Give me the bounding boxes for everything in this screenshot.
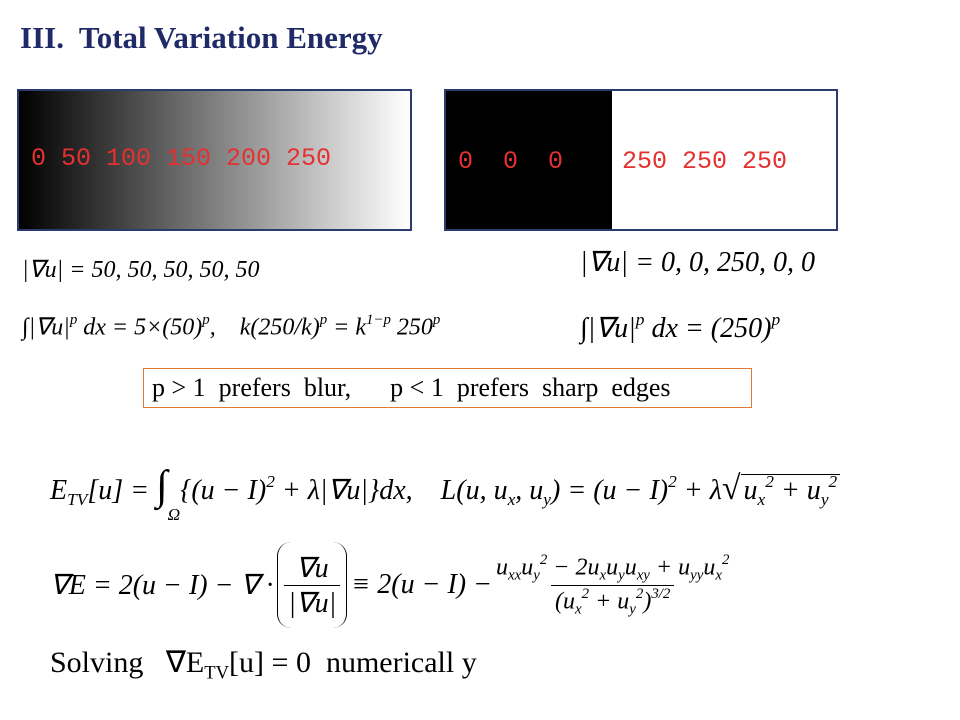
fraction: ∇u |∇u| — [284, 551, 341, 620]
math-sup: 2 — [828, 471, 838, 491]
math-text: dx = 5×(50) — [77, 314, 203, 341]
formula: ETV[u] = ∫Ω{(u − I)2 + λ|∇u|}dx, L(u, ux… — [50, 462, 841, 525]
math-text: u — [624, 554, 637, 581]
math-text: + λ — [676, 475, 722, 506]
math-text: [u] = 0 numericall y — [229, 646, 477, 679]
math-sub: x — [715, 567, 722, 584]
math-text: √ — [721, 470, 741, 507]
math-text: , u — [515, 475, 544, 506]
step-dark-label: 0 0 0 — [458, 147, 564, 176]
ramp-label: 0 50 100 150 200 250 — [31, 144, 332, 173]
math-text: |∇u| — [284, 584, 341, 620]
math-sub: Ω — [167, 504, 181, 524]
math-sub: x — [757, 490, 766, 510]
math-sub: xy — [636, 567, 650, 584]
ramp-image: 0 50 100 150 200 250 — [17, 89, 412, 231]
math-text: Solving ∇E — [50, 646, 205, 679]
math-text: − 2u — [547, 554, 600, 581]
math-text: E — [50, 475, 68, 506]
math-sub: y — [533, 567, 540, 584]
math-text: ) — [643, 587, 652, 614]
math-sub: x — [599, 567, 607, 584]
math-text: + u — [589, 587, 630, 614]
boxed-text: p > 1 prefers blur, p < 1 prefers sharp … — [152, 373, 671, 402]
math-text: |∇u| = 0, 0, 250, 0, 0 — [580, 247, 816, 278]
math-text: |∇u| = 50, 50, 50, 50, 50 — [22, 257, 260, 283]
math-text: (u — [555, 587, 576, 614]
math-sup: 2 — [668, 471, 677, 491]
math-sup: 1−p — [366, 312, 391, 328]
math-text: u — [703, 554, 716, 581]
math-sup: p — [202, 312, 210, 328]
formula: ∫|∇u|p dx = (250)p — [580, 310, 780, 345]
math-text: [u] = — [87, 475, 157, 506]
math-sub: y — [618, 567, 625, 584]
math-text: + u — [773, 475, 821, 506]
math-sub: y — [820, 490, 829, 510]
math-sup: 3/2 — [651, 585, 671, 602]
math-sub: y — [629, 601, 636, 618]
title-text: Total Variation Energy — [78, 20, 383, 55]
math-sup: p — [635, 310, 645, 329]
math-sub: yy — [690, 567, 704, 584]
math-sup: p — [432, 312, 441, 328]
parenthesis: ∇u |∇u| — [277, 542, 348, 628]
math-sup: 2 — [721, 551, 730, 568]
math-sub: xx — [508, 567, 522, 584]
math-sup: 2 — [581, 585, 590, 602]
math-text: ∇u — [295, 552, 329, 584]
math-text: u — [606, 554, 619, 581]
math-text: , k(250/k) — [209, 314, 320, 341]
formula: ∫|∇u|p dx = 5×(50)p, k(250/k)p = k1−p 25… — [22, 312, 440, 341]
math-text: + u — [649, 554, 691, 581]
math-sub: TV — [204, 662, 230, 684]
math-sup: p — [771, 310, 781, 329]
math-sup: 2 — [635, 585, 644, 602]
formula: Solving ∇ETV[u] = 0 numericall y — [50, 645, 477, 685]
math-text: u — [743, 475, 758, 506]
fraction: uxxuy2 − 2uxuyuxy + uyyux2 (ux2 + uy2)3/2 — [492, 552, 733, 618]
math-text: ∇E = 2(u − I) − ∇ · — [50, 570, 274, 601]
math-sup: p — [319, 312, 328, 328]
math-text: u — [521, 554, 534, 581]
numerator: uxxuy2 − 2uxuyuxy + uyyux2 — [492, 552, 733, 585]
math-sup: 2 — [266, 471, 275, 491]
math-text: ∫|∇u| — [580, 313, 636, 345]
conclusion-box: p > 1 prefers blur, p < 1 prefers sharp … — [143, 368, 752, 408]
math-text: + λ|∇u|}dx, L(u, u — [274, 475, 508, 506]
math-sub: y — [543, 490, 552, 510]
math-text: = k — [327, 314, 366, 341]
math-text: ∫|∇u| — [22, 314, 70, 341]
math-text: ≡ 2(u − I) − — [351, 569, 493, 600]
denominator: (ux2 + uy2)3/2 — [551, 584, 675, 619]
step-bright-label: 250 250 250 — [622, 147, 788, 176]
math-sup: 2 — [765, 471, 774, 491]
step-image: 0 0 0 250 250 250 — [444, 89, 838, 231]
math-text: u — [496, 554, 509, 581]
title: III. Total Variation Energy — [20, 20, 383, 56]
math-sup: 2 — [539, 551, 548, 568]
title-number: III. — [20, 20, 64, 55]
formula: ∇E = 2(u − I) − ∇ · ∇u |∇u| ≡ 2(u − I) − uxx… — [50, 535, 733, 635]
math-text: 250 — [390, 314, 433, 341]
formula: |∇u| = 0, 0, 250, 0, 0 — [580, 245, 815, 279]
math-text: dx = (250) — [644, 313, 772, 345]
radicand: ux2 + uy2 — [740, 471, 841, 510]
formula: |∇u| = 50, 50, 50, 50, 50 — [22, 255, 259, 284]
math-text: ) = (u − I) — [551, 475, 669, 506]
math-text: ∫ — [156, 463, 168, 509]
math-sub: x — [575, 601, 582, 618]
math-sub: x — [507, 490, 516, 510]
math-text: {(u − I) — [180, 475, 267, 506]
math-sup: p — [69, 312, 78, 328]
math-sub: TV — [67, 490, 88, 510]
